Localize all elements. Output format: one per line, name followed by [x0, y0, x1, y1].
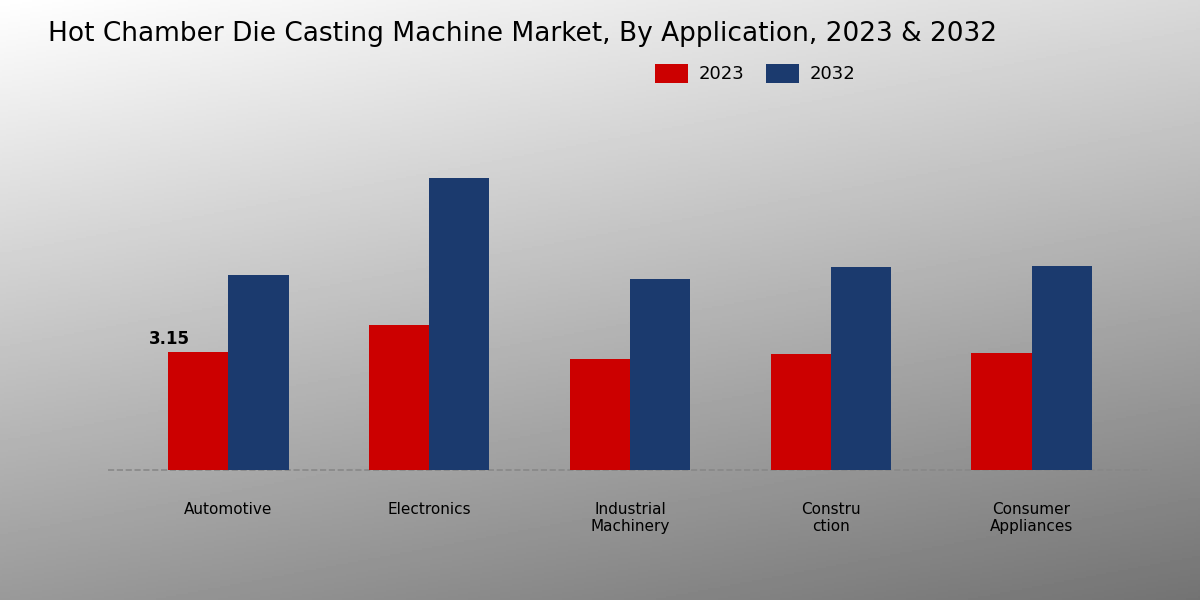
Bar — [830, 266, 890, 470]
Bar — [630, 278, 690, 470]
Bar — [168, 352, 228, 470]
Bar — [770, 353, 830, 470]
Bar — [370, 325, 430, 470]
Bar — [1032, 266, 1092, 470]
Bar — [971, 353, 1032, 470]
Bar — [228, 275, 289, 470]
Bar — [570, 359, 630, 470]
Legend: 2023, 2032: 2023, 2032 — [647, 55, 864, 92]
Bar — [430, 178, 490, 470]
Text: 3.15: 3.15 — [149, 330, 191, 348]
Text: Hot Chamber Die Casting Machine Market, By Application, 2023 & 2032: Hot Chamber Die Casting Machine Market, … — [48, 21, 997, 47]
